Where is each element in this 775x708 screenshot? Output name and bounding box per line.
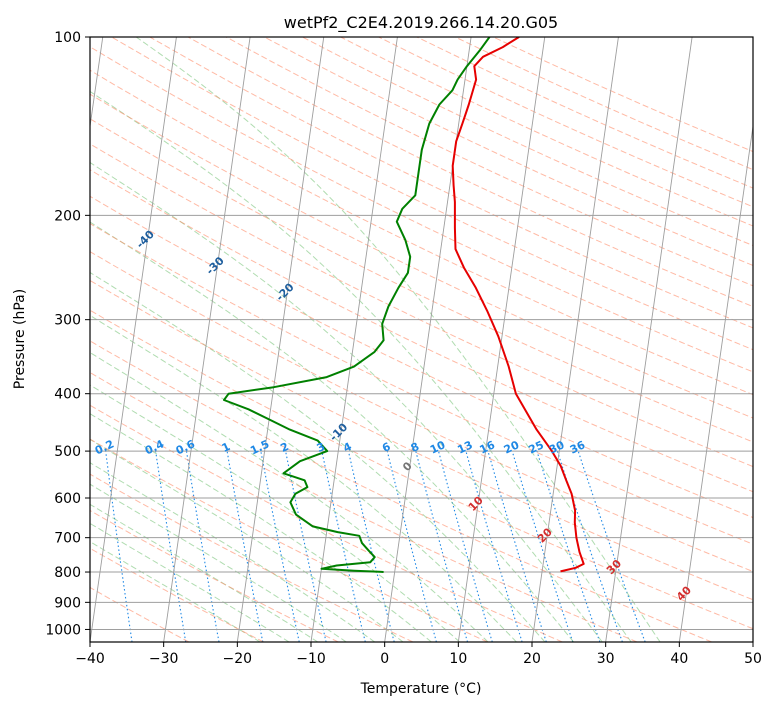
- y-tick-label: 400: [54, 387, 81, 403]
- plot-frame: [89, 36, 754, 643]
- mixing-ratio-line: [511, 450, 574, 642]
- mixing-ratio-line: [226, 451, 264, 642]
- moist-adiabat-line: [90, 161, 603, 642]
- x-axis-title: Temperature (°C): [360, 681, 482, 697]
- x-tick-label: 40: [670, 651, 688, 667]
- isotherm-line: [90, 37, 177, 642]
- mixing-ratio-line: [260, 450, 300, 642]
- x-tick-label: −30: [149, 651, 179, 667]
- profile-series: [223, 37, 585, 573]
- x-tick-label: −20: [223, 651, 253, 667]
- mixing-ratio-line: [536, 450, 601, 642]
- dry-adiabat-line: [187, 37, 753, 308]
- moist-adiabat-line: [90, 314, 517, 642]
- y-tick-label: 700: [54, 531, 81, 547]
- dry-adiabat-line: [90, 547, 264, 642]
- moist-adiabat-line: [90, 438, 404, 642]
- y-tick-label: 800: [54, 565, 81, 581]
- moist-adiabat-line: [90, 90, 632, 642]
- isotherms: [90, 37, 753, 642]
- mixing-ratio-label: 36: [568, 438, 588, 456]
- mixing-ratio-label: 25: [527, 438, 546, 456]
- mixing-ratio-label: 20: [502, 438, 522, 456]
- moist-adiabat-line: [90, 541, 261, 642]
- y-tick-label: 1000: [45, 622, 81, 638]
- dry-adiabat-line: [90, 46, 753, 373]
- dry-adiabat-line: [90, 309, 753, 630]
- y-tick-label: 900: [54, 595, 81, 611]
- dry-adiabat-line: [90, 93, 753, 419]
- dry-adiabat-line: [90, 509, 339, 642]
- mixing-ratio-line: [386, 450, 437, 642]
- mixing-ratio-label: 16: [478, 438, 498, 456]
- isotherm-line: [236, 37, 325, 642]
- moist-adiabat-line: [90, 522, 290, 642]
- y-tick-label: 200: [54, 208, 81, 224]
- dry-adiabat-line: [90, 143, 753, 468]
- x-tick-label: 0: [380, 651, 389, 667]
- x-axis-ticks: −40 −30 −20 −10 0 10 20 30 40 50: [75, 642, 762, 667]
- y-tick-label: 500: [54, 444, 81, 460]
- x-tick-label: −10: [296, 651, 326, 667]
- moist-adiabat-line: [90, 413, 432, 642]
- isotherm-line: [531, 37, 619, 642]
- moist-adiabat-line: [90, 271, 546, 642]
- dry-adiabat-line: [90, 279, 753, 601]
- plot-area: 0.10.20.40.611.52346810131620253036-100-…: [90, 37, 753, 642]
- mixing-ratio-label: 13: [455, 438, 474, 456]
- temperature-profile-line: [451, 37, 585, 573]
- isotherm-line: [457, 37, 546, 642]
- x-tick-label: 30: [597, 651, 615, 667]
- mixing-ratio-label: 30: [547, 438, 567, 456]
- isotherm-line: [605, 37, 693, 642]
- dry-adiabat-line: [90, 438, 488, 642]
- y-axis-title: Pressure (hPa): [12, 289, 28, 389]
- isotherm-line: [163, 37, 251, 642]
- isotherm-line: [310, 37, 398, 642]
- mixing-ratio-line: [285, 450, 327, 642]
- pressure-gridlines: [90, 37, 753, 630]
- y-axis-ticks: 100 200 300 400 500 600 700 800 900 1000: [45, 30, 90, 638]
- dry-adiabat-line: [90, 169, 753, 493]
- x-tick-label: 10: [449, 651, 467, 667]
- moist-adiabat-line: [90, 384, 461, 642]
- mixing-ratio-line: [415, 450, 469, 642]
- moist-adiabat-line: [90, 462, 376, 642]
- y-tick-label: 300: [54, 313, 81, 329]
- isotherm-line: [678, 123, 753, 642]
- mixing-ratio-line: [465, 450, 523, 642]
- chart-title: wetPf2_C2E4.2019.266.14.20.G05: [284, 13, 558, 33]
- dry-adiabat-line: [90, 404, 563, 642]
- mixing-ratio-label: 10: [428, 438, 448, 456]
- moist-adiabat-line: [135, 37, 661, 642]
- mixing-ratio-line: [487, 450, 547, 642]
- x-tick-label: 20: [523, 651, 541, 667]
- moist-adiabat-line: [90, 221, 574, 642]
- dry-adiabat-line: [90, 340, 712, 642]
- mixing-ratio-line: [155, 451, 187, 642]
- dewpoint-profile-line: [223, 37, 491, 573]
- dry-adiabat-line: [90, 371, 638, 642]
- dry-adiabat-line: [149, 37, 753, 329]
- dry-adiabat-line: [90, 223, 753, 545]
- dry-adiabat-line: [90, 195, 753, 519]
- x-tick-label: −40: [75, 651, 105, 667]
- y-tick-label: 600: [54, 491, 81, 507]
- x-tick-label: 50: [744, 651, 762, 667]
- moist-adiabat-line: [90, 483, 347, 642]
- y-tick-label: 100: [54, 30, 81, 46]
- mixing-ratio-line: [577, 450, 646, 642]
